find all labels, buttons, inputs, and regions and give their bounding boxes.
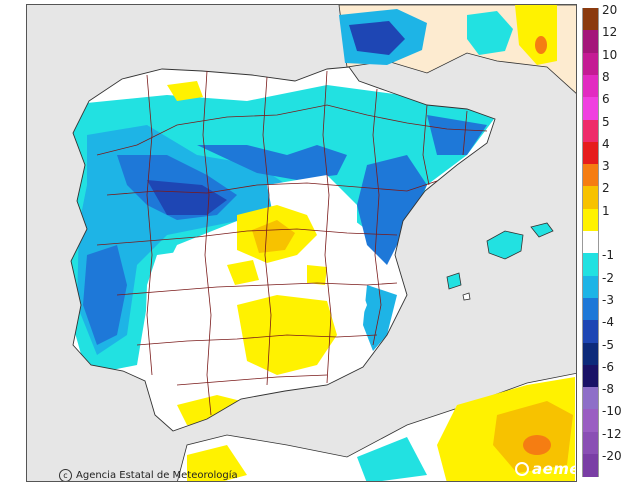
copyright-icon: c [59,469,72,481]
aemet-logo-text: aemet [532,460,576,478]
legend-swatch [582,275,599,299]
legend-swatch [582,8,599,31]
color-legend: 20 12 10 8 6 5 4 3 2 1 -1 -2 -3 -4 -5 -6 -8 -10 -12 -20 [582,4,630,478]
legend-swatch [582,52,599,76]
legend-swatch [582,119,599,143]
legend-label: -8 [602,382,614,397]
legend-label: -5 [602,337,614,352]
balearic-islands [446,222,554,301]
attribution-text: Agencia Estatal de Meteorología [76,470,238,481]
attribution: c Agencia Estatal de Meteorología [59,469,238,481]
africa-anomaly-patches [187,377,575,481]
iberia-anomaly-patches [71,81,495,425]
legend-swatch [582,253,599,277]
legend-label: 1 [602,203,610,218]
legend-swatch [582,30,599,54]
france-anomaly-patches [339,5,557,65]
legend-label: -2 [602,270,614,285]
legend-label: -4 [602,315,614,330]
legend-swatch [582,186,599,210]
legend-label: -10 [602,404,622,419]
legend-label: 8 [602,69,610,84]
legend-swatch [582,231,599,254]
legend-swatch [582,74,599,98]
legend-swatch [582,431,599,455]
legend-label: -20 [602,449,622,463]
legend-swatch [582,320,599,344]
legend-swatch [582,454,599,477]
legend-label: 2 [602,181,610,196]
legend-label: 3 [602,159,610,174]
legend-label: 20 [602,3,618,17]
legend-label: 6 [602,92,610,107]
legend-swatch [582,164,599,188]
map-panel: c Agencia Estatal de Meteorología aemet [26,4,577,482]
legend-swatch [582,208,599,232]
legend-label: -12 [602,426,622,441]
legend-swatch [582,364,599,388]
legend-label: -1 [602,248,614,263]
legend-swatch [582,297,599,321]
legend-swatch [582,141,599,165]
legend-label: 4 [602,136,610,151]
legend-label: 10 [602,47,618,62]
legend-label: 12 [602,25,618,40]
legend-swatch [582,342,599,366]
legend-swatch [582,387,599,411]
iberia-coastline [70,66,496,432]
anomaly-map [27,5,576,481]
aemet-logo: aemet [515,460,576,478]
legend-label: -3 [602,292,614,307]
legend-label: 5 [602,114,610,129]
legend-swatch [582,97,599,121]
province-borders [96,70,488,416]
aemet-logo-icon [515,462,529,476]
legend-label: -6 [602,359,614,374]
legend-swatch [582,409,599,433]
